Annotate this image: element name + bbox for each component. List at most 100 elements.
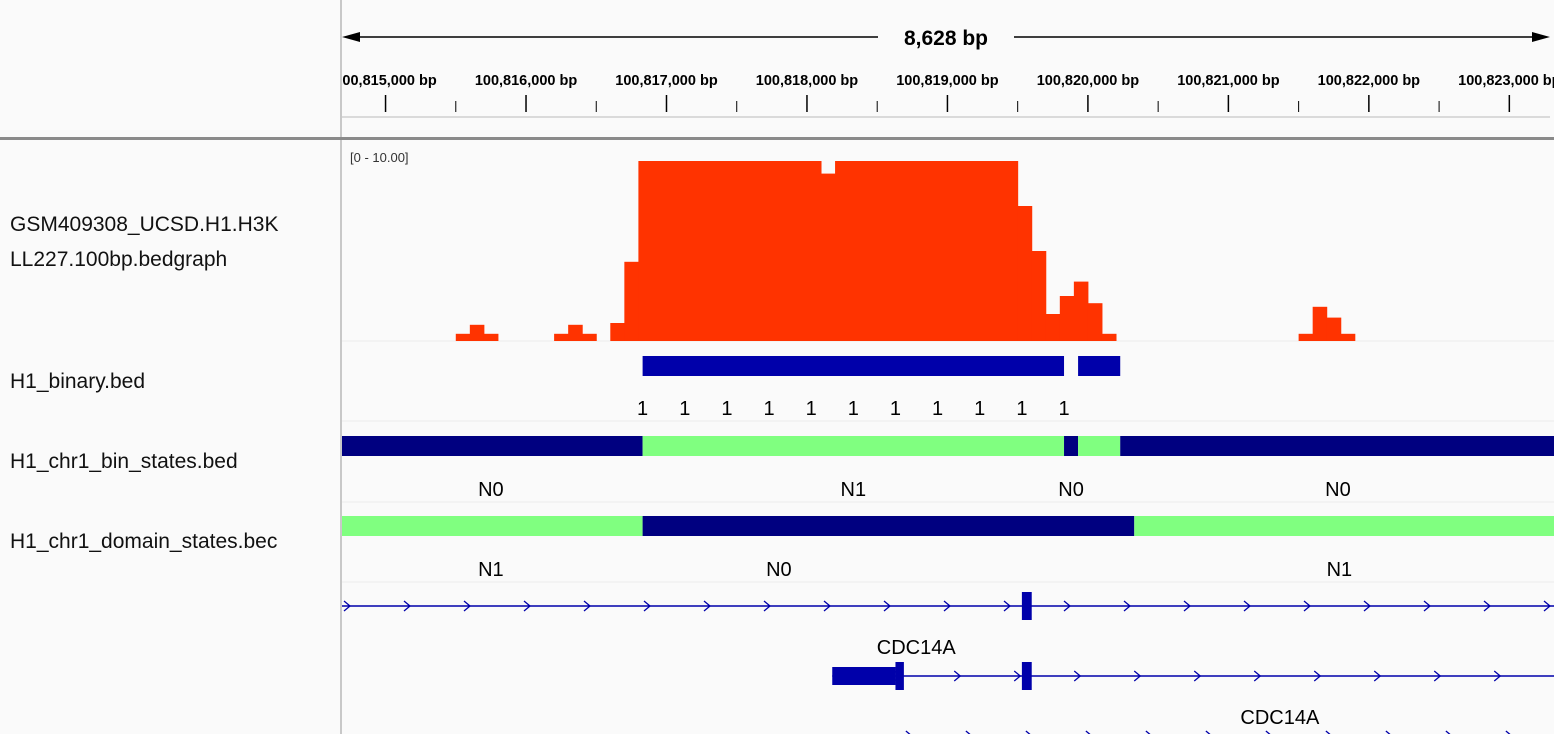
bedgraph-bar — [469, 324, 485, 341]
bedgraph-bar — [455, 333, 471, 341]
strand-chevron-icon — [523, 600, 532, 612]
strand-chevron-icon — [703, 600, 712, 612]
bedgraph-bar — [483, 333, 499, 341]
bedgraph-bar — [568, 324, 583, 341]
bedgraph-bar — [1031, 251, 1047, 341]
binary-feature-label: 1 — [806, 398, 817, 420]
bedgraph-track-name-line2[interactable]: LL227.100bp.bedgraph — [10, 248, 228, 271]
arrow-right-icon — [1532, 32, 1550, 42]
bedgraph-bar — [1101, 333, 1117, 341]
bedgraph-bar — [1059, 296, 1075, 341]
binary-feature-label: 1 — [721, 398, 732, 420]
ruler-tick-label: 100,822,000 bp — [1318, 73, 1421, 89]
ruler-tick-label: 100,815,000 bp — [342, 73, 437, 89]
binary-feature-label: 1 — [1058, 398, 1069, 420]
ruler-tick-label: 100,821,000 bp — [1177, 73, 1280, 89]
gene-name-label: CDC14A — [877, 637, 957, 659]
state-segment-n0[interactable] — [342, 436, 643, 456]
strand-chevron-icon — [1483, 600, 1492, 612]
strand-chevron-icon — [1145, 730, 1151, 734]
bedgraph-bar — [554, 333, 569, 341]
state-label: N0 — [1058, 479, 1084, 501]
bedgraph-bar — [1017, 206, 1033, 341]
state-segment-n1[interactable] — [342, 516, 643, 536]
binary-feature-label: 1 — [637, 398, 648, 420]
strand-chevron-icon — [1063, 600, 1072, 612]
state-label: N1 — [1327, 559, 1353, 581]
domain-states-track-name[interactable]: H1_chr1_domain_states.bec — [10, 530, 278, 553]
gene-name-label: CDC14A — [1240, 707, 1320, 729]
strand-chevron-icon — [1085, 730, 1091, 734]
bedgraph-bar — [835, 161, 1019, 341]
binary-feature-label: 1 — [679, 398, 690, 420]
binary-feature-label: 1 — [890, 398, 901, 420]
ruler-tick-label: 100,819,000 bp — [896, 73, 999, 89]
strand-chevron-icon — [643, 600, 652, 612]
state-segment-n0[interactable] — [1064, 436, 1079, 456]
ruler-tick-label: 100,817,000 bp — [615, 73, 718, 89]
bedgraph-bar — [638, 161, 822, 341]
strand-chevron-icon — [943, 600, 952, 612]
state-segment-n1[interactable] — [1078, 436, 1121, 456]
bedgraph-bar — [821, 173, 836, 341]
exon[interactable] — [1021, 662, 1032, 690]
strand-chevron-icon — [1013, 670, 1022, 682]
strand-chevron-icon — [1183, 600, 1192, 612]
span-label: 8,628 bp — [904, 27, 988, 50]
bedgraph-bar — [1312, 306, 1328, 341]
strand-chevron-icon — [1073, 670, 1082, 682]
panel-divider[interactable] — [340, 0, 342, 734]
strand-chevron-icon — [823, 600, 832, 612]
bin-states-track[interactable]: N0 N1 N0 N0 — [342, 436, 1554, 501]
binary-feature-label: 1 — [763, 398, 774, 420]
track-view[interactable]: 8,628 bp 100,815,000 bp 100,816,000 bp 100… — [342, 0, 1554, 734]
bin-states-track-name[interactable]: H1_chr1_bin_states.bed — [10, 450, 238, 473]
strand-chevron-icon — [1303, 600, 1312, 612]
state-segment-n0[interactable] — [642, 516, 1135, 536]
state-segment-n1[interactable] — [1134, 516, 1554, 536]
data-panel[interactable]: 8,628 bp 100,815,000 bp 100,816,000 bp 100… — [342, 0, 1554, 734]
strand-chevron-icon — [1313, 670, 1322, 682]
strand-chevron-icon — [463, 600, 472, 612]
binary-feature[interactable] — [642, 356, 1065, 376]
ruler-tick-label: 100,820,000 bp — [1037, 73, 1140, 89]
strand-chevron-icon — [1493, 670, 1502, 682]
binary-feature-label: 1 — [974, 398, 985, 420]
strand-chevron-icon — [1025, 730, 1031, 734]
strand-chevron-icon — [1373, 670, 1382, 682]
domain-states-track[interactable]: N1 N0 N1 — [342, 516, 1554, 581]
bedgraph-bar — [1340, 333, 1356, 341]
bedgraph-bar — [1298, 333, 1314, 341]
exon[interactable] — [1021, 592, 1032, 620]
bedgraph-bar — [610, 323, 625, 341]
state-segment-n0[interactable] — [1120, 436, 1554, 456]
strand-chevron-icon — [583, 600, 592, 612]
bedgraph-track-name-line1[interactable]: GSM409308_UCSD.H1.H3K — [10, 213, 279, 236]
strand-chevron-icon — [1003, 600, 1012, 612]
ruler-ticks: 100,815,000 bp 100,816,000 bp 100,817,000 … — [342, 73, 1554, 112]
exon[interactable] — [895, 662, 904, 690]
strand-chevron-icon — [1205, 730, 1211, 734]
binary-feature-label: 1 — [932, 398, 943, 420]
strand-chevron-icon — [343, 600, 352, 612]
binary-track[interactable]: 1 1 1 1 1 1 1 1 1 1 1 — [637, 356, 1121, 420]
strand-chevron-icon — [1423, 600, 1432, 612]
ruler[interactable]: 8,628 bp 100,815,000 bp 100,816,000 bp 100… — [342, 27, 1554, 118]
strand-chevron-icon — [1385, 730, 1391, 734]
gene-track[interactable]: CDC14A CDC14A — [342, 592, 1554, 734]
bedgraph-bar — [624, 261, 639, 341]
state-segment-n1[interactable] — [642, 436, 1065, 456]
exon[interactable] — [832, 667, 896, 685]
strand-chevron-icon — [1363, 600, 1372, 612]
strand-chevron-icon — [1193, 670, 1202, 682]
bedgraph-bar — [1326, 317, 1342, 341]
strand-chevron-icon — [1505, 730, 1511, 734]
bedgraph-track[interactable] — [455, 161, 1356, 341]
strand-chevron-icon — [1243, 600, 1252, 612]
state-label: N0 — [766, 559, 792, 581]
ruler-tick-label: 100,818,000 bp — [756, 73, 859, 89]
state-label: N1 — [841, 479, 867, 501]
strand-chevron-icon — [965, 730, 971, 734]
binary-track-name[interactable]: H1_binary.bed — [10, 370, 146, 393]
binary-feature[interactable] — [1078, 356, 1121, 376]
